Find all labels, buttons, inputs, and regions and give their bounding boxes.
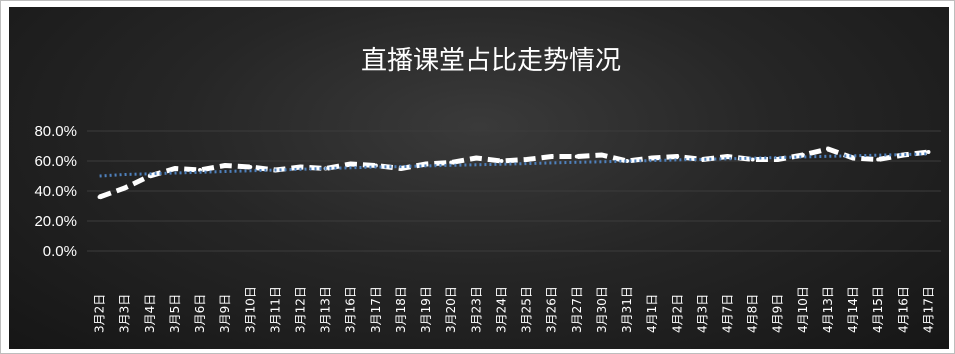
data-point [926, 150, 931, 154]
y-tick-label: 20.0% [34, 213, 77, 230]
x-tick-label: 3月9日 [218, 294, 232, 333]
x-tick-label: 3月20日 [444, 286, 458, 333]
x-tick-label: 3月4日 [143, 294, 157, 333]
x-tick-label: 4月10日 [796, 286, 810, 333]
x-tick-label: 4月17日 [921, 286, 935, 333]
data-point [97, 195, 102, 199]
y-tick-label: 40.0% [34, 183, 77, 200]
x-tick-label: 3月26日 [545, 286, 559, 333]
x-tick-label: 3月24日 [494, 286, 508, 333]
data-point [122, 186, 127, 190]
data-point [223, 163, 228, 168]
data-point [876, 157, 881, 162]
data-point [851, 156, 856, 160]
data-point [599, 153, 604, 157]
data-point [650, 156, 655, 160]
x-tick-label: 4月13日 [821, 286, 835, 333]
x-tick-label: 3月25日 [520, 286, 534, 333]
y-tick-label: 0.0% [43, 243, 77, 260]
x-tick-label: 4月1日 [645, 294, 659, 333]
x-tick-label: 4月14日 [846, 286, 860, 333]
data-point [348, 162, 353, 166]
x-tick-label: 3月31日 [620, 286, 634, 333]
x-tick-label: 3月2日 [93, 294, 107, 333]
x-tick-label: 3月12日 [294, 286, 308, 333]
y-tick-label: 80.0% [34, 123, 77, 140]
data-point [574, 154, 579, 159]
data-point [172, 166, 177, 171]
x-tick-label: 4月7日 [721, 294, 735, 333]
data-point [675, 154, 680, 159]
x-tick-label: 3月13日 [319, 286, 333, 333]
data-point [549, 154, 554, 159]
data-point [825, 147, 830, 151]
x-tick-label: 3月19日 [419, 286, 433, 333]
x-tick-label: 3月23日 [469, 286, 483, 333]
x-tick-label: 3月16日 [344, 286, 358, 333]
y-tick-label: 60.0% [34, 153, 77, 170]
data-point [750, 157, 755, 162]
x-tick-label: 3月3日 [118, 294, 132, 333]
x-tick-label: 3月10日 [243, 286, 257, 333]
data-point [725, 154, 730, 159]
x-tick-label: 4月16日 [896, 286, 910, 333]
x-tick-label: 3月5日 [168, 294, 182, 333]
x-tick-label: 3月11日 [268, 286, 282, 333]
x-tick-label: 3月6日 [193, 294, 207, 333]
data-point [474, 156, 479, 160]
chart-panel [9, 7, 949, 349]
data-point [499, 159, 504, 163]
x-tick-label: 3月27日 [570, 286, 584, 333]
x-tick-label: 4月9日 [771, 294, 785, 333]
data-point [248, 165, 253, 169]
x-tick-label: 3月17日 [369, 286, 383, 333]
x-axis-ticks: 3月2日 3月3日 3月4日 3月5日 3月6日 3月9日 3月10日 3月11日 3月12日 3… [93, 286, 936, 333]
x-tick-label: 4月8日 [746, 294, 760, 333]
data-point [775, 157, 780, 162]
x-tick-label: 4月2日 [670, 294, 684, 333]
x-tick-label: 3月18日 [394, 286, 408, 333]
chart-title: 直播课堂占比走势情况 [361, 46, 621, 76]
gridlines [87, 130, 941, 252]
x-tick-label: 4月3日 [695, 294, 709, 333]
data-point [700, 157, 705, 162]
data-point [524, 157, 529, 162]
series-layer [97, 146, 931, 200]
y-axis-ticks: 80.0% 60.0% 40.0% 20.0% 0.0% [34, 123, 77, 260]
series-line-actual [98, 146, 929, 200]
x-tick-label: 3月30日 [595, 286, 609, 333]
series-line-trend [99, 152, 929, 178]
data-point [800, 153, 805, 157]
x-tick-label: 4月15日 [871, 286, 885, 333]
data-point [449, 160, 454, 165]
